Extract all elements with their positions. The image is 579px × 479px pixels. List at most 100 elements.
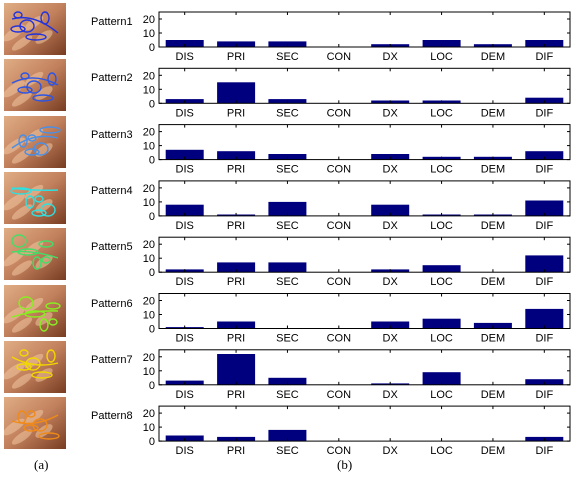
x-tick-label: CON [327,164,352,176]
trace-overlay [10,187,59,217]
y-tick-label: 20 [143,70,155,82]
x-tick-label: DX [383,389,399,401]
y-tick-label: 20 [143,239,155,251]
x-tick-label: DIF [535,276,553,288]
pattern-label: Pattern1 [91,16,133,28]
x-tick-label: DEM [481,220,505,232]
x-tick-label: SEC [276,164,299,176]
pattern-label: Pattern7 [91,353,133,366]
y-tick-label: 10 [143,310,155,322]
bar [422,40,461,47]
bar [525,255,564,273]
x-tick-label: DIF [535,220,553,232]
hand-thumbnail [4,340,66,393]
trace-overlay [11,234,59,270]
y-tick-label: 20 [143,127,155,139]
hand-thumbnail [4,171,66,224]
bar [268,377,307,385]
y-tick-label: 0 [149,380,155,392]
y-tick-label: 10 [143,422,155,434]
x-tick-label: SEC [276,389,299,401]
y-tick-label: 20 [143,296,155,308]
y-tick-label: 10 [143,84,155,96]
trace-overlay [11,410,60,440]
x-tick-label: SEC [276,445,299,457]
x-tick-label: PRI [227,164,245,176]
panel: 0 10 20 DIS PRI SEC CON DX LOC DEM DIF [143,349,571,401]
x-tick-label: LOC [430,445,453,457]
trace-overlay [11,125,61,156]
y-tick-label: 0 [149,324,155,336]
x-tick-label: PRI [227,276,245,288]
bar [165,40,204,47]
x-tick-label: DEM [481,51,505,63]
x-tick-label: CON [327,445,352,457]
bar [422,318,461,329]
x-tick-label: SEC [276,107,299,119]
x-tick-label: DIS [176,220,194,232]
pattern-label: Pattern8 [91,410,133,423]
axes-box [158,180,571,217]
hand-thumbnail [4,397,66,450]
bar [422,372,461,385]
axes-box [158,67,571,104]
axes-box [158,236,571,273]
x-tick-label: DEM [481,164,505,176]
bar [217,82,256,104]
axes-box [158,293,571,329]
bar [371,321,410,329]
x-tick-label: PRI [227,107,245,119]
x-tick-label: PRI [227,389,245,401]
x-tick-label: SEC [276,276,299,288]
bar [268,201,307,216]
pattern-label: Pattern4 [91,184,133,197]
bar [268,429,307,442]
x-tick-label: LOC [430,220,453,232]
x-tick-label: DIS [176,51,194,63]
x-tick-label: DIF [535,51,553,63]
x-tick-label: SEC [276,333,299,345]
axes-box [158,405,571,442]
pattern-label: Pattern2 [91,72,133,85]
bar [422,265,461,273]
y-tick-label: 20 [143,352,155,364]
hand-thumbnail [4,3,66,55]
panel: 0 10 20 DIS PRI SEC CON DX LOC DEM DIF [143,124,571,176]
x-tick-label: DEM [481,333,505,345]
x-tick-label: DEM [481,276,505,288]
x-tick-label: LOC [430,333,453,345]
y-tick-label: 0 [149,155,155,167]
x-tick-label: DX [383,445,399,457]
x-tick-label: DIS [176,107,194,119]
x-tick-label: CON [327,333,352,345]
trace-overlay [10,11,59,41]
panel: 0 10 20 DIS PRI SEC CON DX LOC DEM DIF [143,11,571,63]
bar [217,151,256,160]
bar [217,262,256,273]
x-tick-label: DX [383,333,399,345]
y-tick-label: 0 [149,267,155,279]
bar [217,321,256,329]
axes-box [158,11,571,48]
axes-box [158,349,571,386]
y-tick-label: 20 [143,183,155,195]
bar [268,262,307,273]
bar [525,308,564,329]
x-tick-label: CON [327,220,352,232]
x-tick-label: DIF [535,164,553,176]
y-tick-label: 20 [143,408,155,420]
panel: 0 10 20 DIS PRI SEC CON DX LOC DEM DIF [143,236,571,288]
x-tick-label: DIF [535,445,553,457]
x-tick-label: DX [383,164,399,176]
x-tick-label: SEC [276,51,299,63]
x-tick-label: SEC [276,220,299,232]
x-tick-label: LOC [430,164,453,176]
panel: 0 10 20 DIS PRI SEC CON DX LOC DEM DIF [143,67,571,119]
y-tick-label: 0 [149,98,155,110]
x-tick-label: DIS [176,276,194,288]
x-tick-label: PRI [227,445,245,457]
trace-overlay [11,72,59,102]
x-tick-label: PRI [227,220,245,232]
